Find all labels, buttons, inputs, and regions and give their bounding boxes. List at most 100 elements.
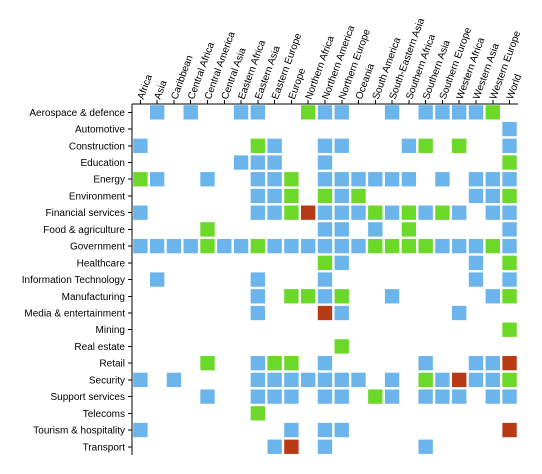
heatmap-cell xyxy=(317,188,333,204)
heatmap-cell xyxy=(502,289,517,304)
heatmap-cell xyxy=(468,105,484,120)
heatmap-cell xyxy=(317,272,333,287)
heatmap-cell xyxy=(485,356,500,371)
heatmap-cell xyxy=(452,138,467,153)
heatmap-cell xyxy=(418,389,433,404)
row-label: Environment xyxy=(69,191,125,202)
heatmap-cell xyxy=(217,238,232,254)
heatmap-cell xyxy=(485,172,500,187)
heatmap-cell xyxy=(317,205,333,220)
heatmap-cell xyxy=(267,238,282,254)
heatmap-cell xyxy=(334,339,349,354)
heatmap-cell xyxy=(468,372,484,388)
heatmap-cell xyxy=(267,439,282,454)
heatmap-cell xyxy=(368,172,383,187)
heatmap-cell xyxy=(250,238,266,254)
heatmap-cell xyxy=(485,188,500,204)
heatmap-cell xyxy=(502,205,517,220)
heatmap-cell xyxy=(250,155,266,170)
heatmap-cell xyxy=(401,138,417,153)
heatmap-cell xyxy=(284,188,299,204)
heatmap-cell xyxy=(401,238,417,254)
heatmap-cell xyxy=(334,188,349,204)
heatmap-cell xyxy=(384,105,400,120)
heatmap-cell xyxy=(284,439,299,454)
heatmap-cell xyxy=(317,222,333,237)
heatmap-cell xyxy=(334,372,349,388)
heatmap-cell xyxy=(502,356,517,371)
row-label: Financial services xyxy=(46,208,125,219)
heatmap-cell xyxy=(384,172,400,187)
heatmap-cell xyxy=(284,422,299,438)
row-label: Security xyxy=(89,375,125,386)
row-labels: Aerospace & defence Automotive Constructio… xyxy=(22,108,132,453)
heatmap-cell xyxy=(502,422,517,438)
heatmap-cell xyxy=(368,238,383,254)
row-label: Energy xyxy=(93,175,125,186)
heatmap-cell xyxy=(435,238,450,254)
heatmap-cells xyxy=(133,105,517,454)
heatmap-cell xyxy=(368,222,383,237)
heatmap-cell xyxy=(267,138,282,153)
heatmap-cell xyxy=(250,356,266,371)
heatmap-cell xyxy=(133,205,148,220)
heatmap-cell xyxy=(267,389,282,404)
heatmap-cell xyxy=(301,238,316,254)
heatmap-cell xyxy=(502,272,517,287)
heatmap-cell xyxy=(435,172,450,187)
heatmap-cell xyxy=(317,238,333,254)
heatmap-cell xyxy=(435,389,450,404)
heatmap-cell xyxy=(250,105,266,120)
heatmap-cell xyxy=(351,205,366,220)
heatmap-cell xyxy=(250,406,266,421)
heatmap-cell xyxy=(502,255,517,270)
heatmap-cell xyxy=(317,372,333,388)
heatmap-cell xyxy=(502,121,517,137)
heatmap-cell xyxy=(351,238,366,254)
heatmap-cell xyxy=(133,422,148,438)
heatmap-cell xyxy=(502,322,517,337)
row-label: Automotive xyxy=(75,125,125,136)
row-label: Manufacturing xyxy=(62,292,125,303)
heatmap-cell xyxy=(250,272,266,287)
heatmap-cell xyxy=(418,205,433,220)
heatmap-cell xyxy=(401,222,417,237)
heatmap-cell xyxy=(250,372,266,388)
heatmap-cell xyxy=(317,138,333,153)
heatmap-cell xyxy=(452,305,467,321)
heatmap-cell xyxy=(267,188,282,204)
heatmap-cell xyxy=(334,105,349,120)
heatmap-cell xyxy=(502,188,517,204)
heatmap-cell xyxy=(418,238,433,254)
heatmap-cell xyxy=(468,188,484,204)
heatmap-cell xyxy=(468,238,484,254)
heatmap-cell xyxy=(418,372,433,388)
heatmap-cell xyxy=(317,305,333,321)
row-label: Retail xyxy=(99,359,125,370)
row-label: Transport xyxy=(83,442,126,453)
heatmap-cell xyxy=(368,389,383,404)
heatmap-cell xyxy=(485,205,500,220)
heatmap-cell xyxy=(200,238,215,254)
heatmap-cell xyxy=(284,238,299,254)
heatmap-cell xyxy=(334,255,349,270)
heatmap-cell xyxy=(284,372,299,388)
row-label: Information Technology xyxy=(22,275,125,286)
heatmap-cell xyxy=(384,289,400,304)
heatmap-cell xyxy=(351,172,366,187)
heatmap-cell xyxy=(418,439,433,454)
heatmap-cell xyxy=(267,356,282,371)
heatmap-cell xyxy=(250,305,266,321)
row-label: Healthcare xyxy=(77,258,126,269)
heatmap-cell xyxy=(133,238,148,254)
heatmap-cell xyxy=(418,138,433,153)
heatmap-cell xyxy=(468,172,484,187)
heatmap-cell xyxy=(317,155,333,170)
heatmap-cell xyxy=(485,289,500,304)
heatmap-cell xyxy=(485,238,500,254)
heatmap-cell xyxy=(452,205,467,220)
axes xyxy=(131,103,518,455)
heatmap-cell xyxy=(452,238,467,254)
heatmap-cell xyxy=(384,389,400,404)
